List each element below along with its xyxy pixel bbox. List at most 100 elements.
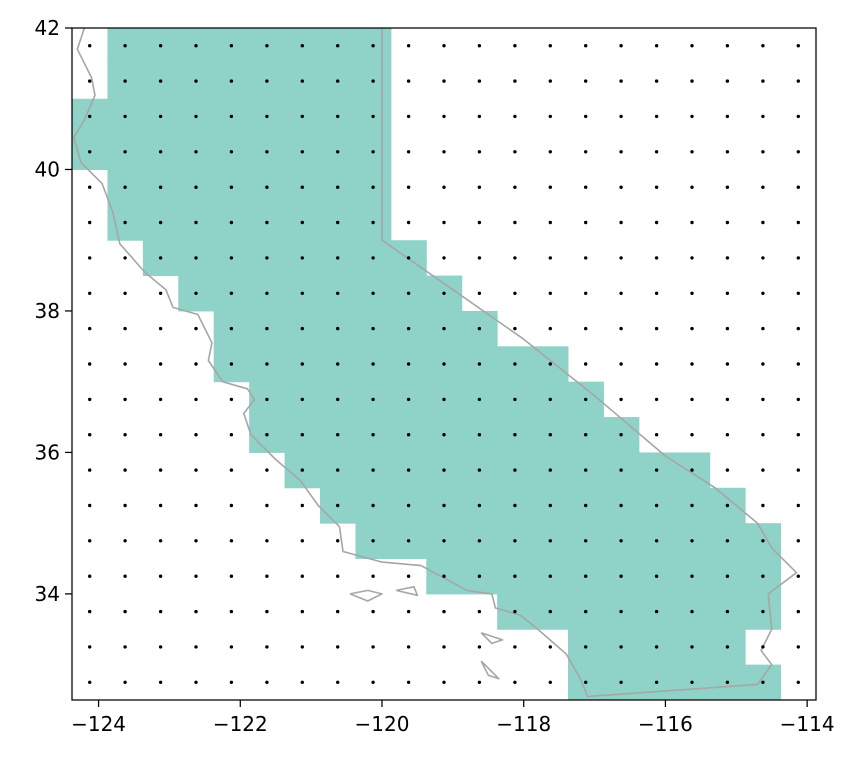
grid-point: [796, 503, 800, 508]
grid-point: [194, 114, 198, 119]
y-tick-label: 36: [35, 440, 60, 464]
grid-point: [371, 114, 375, 119]
grid-point: [654, 503, 659, 508]
grid-point: [654, 362, 659, 366]
grid-point: [725, 256, 730, 260]
grid-point: [300, 539, 304, 543]
grid-point: [654, 468, 659, 472]
grid-point: [406, 645, 411, 649]
grid-point: [158, 609, 163, 614]
grid-point: [300, 326, 304, 331]
mask-cell-run: [497, 593, 782, 630]
grid-point: [371, 468, 375, 472]
grid-points: [88, 44, 800, 684]
grid-point: [88, 362, 92, 366]
grid-point: [690, 185, 694, 189]
grid-point: [761, 680, 765, 684]
grid-point: [88, 150, 92, 154]
grid-point: [619, 539, 623, 543]
mask-cell-run: [178, 275, 463, 312]
grid-point: [725, 114, 730, 119]
grid-point: [229, 609, 234, 614]
grid-point: [725, 220, 730, 225]
grid-point: [229, 185, 234, 189]
grid-point: [371, 150, 375, 154]
grid-point: [725, 150, 730, 154]
grid-point: [513, 256, 517, 260]
grid-point: [619, 79, 623, 83]
grid-point: [406, 44, 411, 48]
grid-point: [796, 291, 800, 295]
grid-point: [690, 150, 694, 154]
grid-point: [371, 645, 375, 649]
grid-point: [336, 539, 340, 543]
plot-area: [72, 28, 800, 700]
grid-point: [548, 326, 552, 331]
grid-point: [265, 79, 269, 83]
grid-point: [442, 574, 446, 578]
grid-point: [406, 256, 411, 260]
grid-point: [265, 150, 269, 154]
grid-point: [229, 79, 234, 83]
grid-point: [194, 468, 198, 472]
grid-point: [88, 114, 92, 119]
grid-point: [371, 362, 375, 366]
plot-frame: [71, 27, 817, 701]
grid-point: [158, 574, 163, 578]
mask-cell-run: [320, 487, 746, 524]
grid-point: [477, 44, 482, 48]
grid-point: [477, 150, 482, 154]
grid-point: [336, 326, 340, 331]
grid-point: [336, 680, 340, 684]
grid-point: [123, 291, 127, 295]
grid-point: [725, 362, 730, 366]
mask-cell-run: [249, 381, 604, 418]
grid-point: [406, 397, 411, 402]
grid-point: [725, 503, 730, 508]
grid-point: [513, 468, 517, 472]
grid-point: [300, 44, 304, 48]
grid-point: [654, 79, 659, 83]
grid-point: [406, 503, 411, 508]
grid-point: [194, 220, 198, 225]
x-tick-label: −114: [780, 712, 835, 736]
grid-point: [654, 397, 659, 402]
grid-point: [796, 220, 800, 225]
grid-point: [229, 574, 234, 578]
grid-point: [229, 433, 234, 437]
island-outline: [480, 632, 504, 645]
grid-point: [442, 609, 446, 614]
grid-point: [548, 433, 552, 437]
grid-point: [654, 44, 659, 48]
grid-point: [690, 609, 694, 614]
grid-point: [158, 362, 163, 366]
grid-point: [265, 539, 269, 543]
grid-point: [761, 291, 765, 295]
grid-point: [619, 574, 623, 578]
grid-point: [477, 220, 482, 225]
grid-point: [690, 326, 694, 331]
grid-point: [229, 503, 234, 508]
grid-point: [442, 468, 446, 472]
grid-point: [88, 645, 92, 649]
grid-point: [371, 256, 375, 260]
grid-point: [158, 256, 163, 260]
grid-point: [513, 79, 517, 83]
grid-point: [371, 220, 375, 225]
grid-point: [88, 79, 92, 83]
grid-point: [761, 326, 765, 331]
grid-point: [690, 503, 694, 508]
grid-point: [654, 680, 659, 684]
grid-point: [123, 185, 127, 189]
grid-point: [796, 539, 800, 543]
grid-point: [371, 397, 375, 402]
grid-point: [796, 44, 800, 48]
grid-point: [619, 433, 623, 437]
grid-point: [123, 609, 127, 614]
grid-point: [619, 609, 623, 614]
grid-point: [725, 609, 730, 614]
grid-point: [513, 114, 517, 119]
grid-point: [761, 609, 765, 614]
grid-point: [371, 326, 375, 331]
mask-cell-run: [107, 169, 392, 206]
